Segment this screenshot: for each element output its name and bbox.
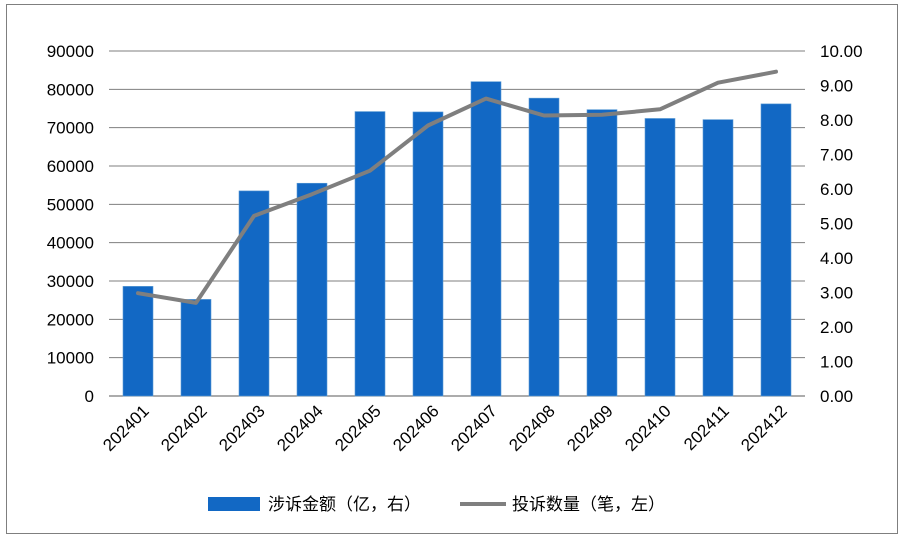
bar — [412, 111, 444, 397]
left-tick-label: 70000 — [47, 119, 94, 138]
bar — [760, 103, 792, 397]
left-tick-label: 80000 — [47, 80, 94, 99]
right-tick-label: 6.00 — [820, 180, 853, 199]
legend: 涉诉金额（亿，右） 投诉数量（笔，左） — [208, 495, 665, 515]
legend-bar-label: 涉诉金额（亿，右） — [268, 495, 421, 515]
right-tick-label: 1.00 — [820, 353, 853, 372]
x-tick-label: 202410 — [621, 401, 675, 455]
line-path — [136, 69, 778, 305]
right-tick-label: 10.00 — [820, 42, 863, 61]
x-tick-label: 202406 — [389, 401, 443, 455]
right-tick-label: 2.00 — [820, 318, 853, 337]
left-tick-label: 40000 — [47, 234, 94, 253]
x-tick-label: 202403 — [215, 401, 269, 455]
x-tick-label: 202401 — [99, 401, 153, 455]
left-axis-ticks: 0 10000 20000 30000 40000 50000 60000 70000 8000… — [47, 42, 94, 406]
right-tick-label: 4.00 — [820, 249, 853, 268]
left-tick-label: 10000 — [47, 349, 94, 368]
x-tick-label: 202412 — [737, 401, 791, 455]
right-tick-label: 9.00 — [820, 77, 853, 96]
left-tick-label: 60000 — [47, 157, 94, 176]
left-tick-label: 50000 — [47, 195, 94, 214]
bar — [470, 81, 502, 397]
x-tick-label: 202407 — [447, 401, 501, 455]
line-series — [136, 69, 778, 305]
legend-line-label: 投诉数量（笔，左） — [512, 495, 665, 515]
chart-frame — [6, 4, 898, 534]
x-axis-ticks: 202401 202402 202403 202404 202405 202406 2024… — [99, 401, 791, 455]
x-tick-label: 202408 — [505, 401, 559, 455]
bar — [586, 109, 618, 397]
left-tick-label: 90000 — [47, 42, 94, 61]
left-tick-label: 20000 — [47, 310, 94, 329]
legend-bar-swatch — [208, 497, 260, 511]
right-tick-label: 3.00 — [820, 284, 853, 303]
bar-series — [122, 81, 792, 397]
x-tick-label: 202405 — [331, 401, 385, 455]
right-axis-ticks: 0.00 1.00 2.00 3.00 4.00 5.00 6.00 7.00 8.00 9.00… — [820, 42, 863, 406]
x-tick-label: 202409 — [563, 401, 617, 455]
bar — [528, 97, 560, 397]
bar — [122, 286, 154, 397]
right-tick-label: 8.00 — [820, 111, 853, 130]
bar — [180, 299, 212, 397]
bar — [238, 190, 270, 397]
bar — [644, 118, 676, 397]
gridlines — [109, 50, 805, 397]
right-tick-label: 7.00 — [820, 146, 853, 165]
x-tick-label: 202411 — [680, 401, 733, 454]
x-tick-label: 202404 — [273, 401, 327, 455]
left-tick-label: 0 — [85, 387, 94, 406]
x-tick-label: 202402 — [157, 401, 211, 455]
bar — [296, 182, 328, 397]
left-tick-label: 30000 — [47, 272, 94, 291]
bar — [354, 111, 386, 397]
right-tick-label: 0.00 — [820, 387, 853, 406]
bar — [702, 119, 734, 397]
right-tick-label: 5.00 — [820, 215, 853, 234]
